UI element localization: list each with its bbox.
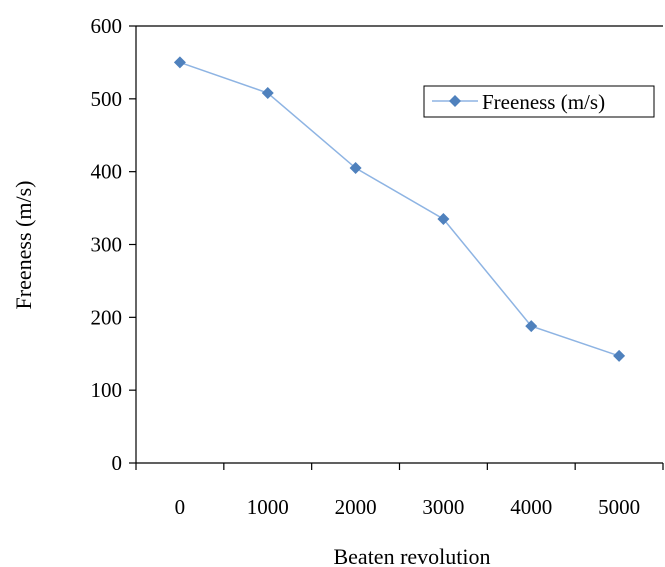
series-layer — [173, 56, 626, 362]
legend-label: Freeness (m/s) — [482, 90, 605, 114]
y-tick-label: 400 — [91, 160, 123, 184]
data-point — [349, 162, 362, 175]
data-point — [437, 213, 450, 226]
y-tick-label: 600 — [91, 14, 123, 38]
x-axis-ticks: 0 1000 2000 3000 4000 5000 — [135, 463, 664, 519]
x-tick-label: 0 — [175, 495, 186, 519]
y-tick-label: 100 — [91, 378, 123, 402]
y-axis-ticks: 0 100 200 300 400 500 600 — [91, 14, 136, 475]
x-tick-label: 4000 — [510, 495, 552, 519]
data-point — [173, 56, 186, 69]
x-tick-label: 1000 — [247, 495, 289, 519]
x-axis-title: Beaten revolution — [333, 544, 490, 567]
x-tick-label: 3000 — [422, 495, 464, 519]
y-tick-label: 300 — [91, 233, 123, 257]
y-tick-label: 200 — [91, 305, 123, 329]
data-point — [613, 349, 626, 362]
x-tick-label: 5000 — [598, 495, 640, 519]
y-tick-label: 0 — [112, 451, 123, 475]
legend: Freeness (m/s) — [423, 85, 655, 118]
series-line — [179, 61, 620, 357]
y-tick-label: 500 — [91, 87, 123, 111]
y-axis-title: Freeness (m/s) — [11, 181, 36, 310]
legend-diamond-marker-icon — [449, 95, 461, 107]
data-point — [525, 320, 538, 333]
x-tick-label: 2000 — [335, 495, 377, 519]
data-point — [261, 87, 274, 100]
